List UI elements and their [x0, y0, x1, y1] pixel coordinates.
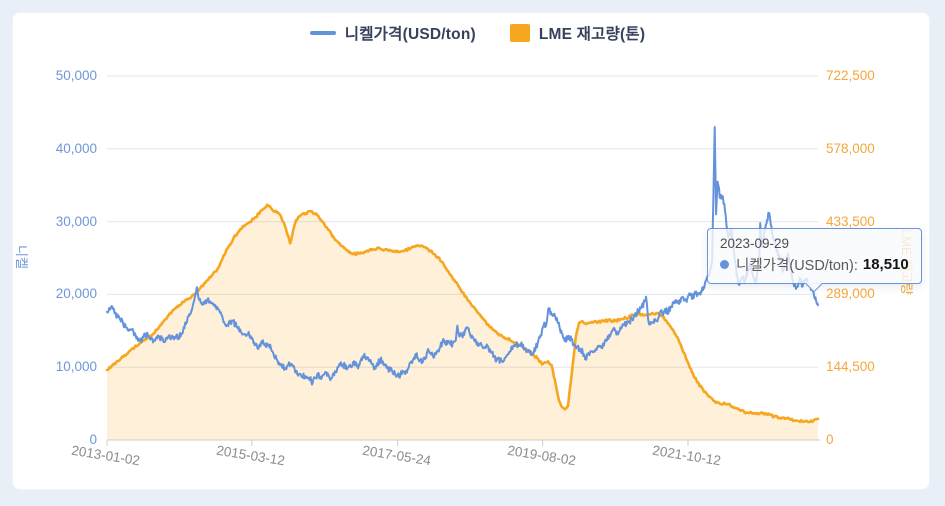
lme-stock-area: [107, 204, 818, 440]
y-axis-left-tick-label: 10,000: [55, 359, 97, 374]
legend-label-nickel-price: 니켈가격(USD/ton): [344, 26, 476, 43]
y-axis-left-tick-label: 0: [89, 432, 97, 447]
legend-label-lme-stock: LME 재고량(톤): [538, 26, 646, 43]
lme-stock-line: [105, 203, 820, 424]
tooltip-series-dot-icon: [720, 260, 729, 269]
tooltip-value: 18,510: [862, 256, 909, 273]
y-axis-left-title: 니켈: [14, 245, 29, 269]
legend-item-nickel-price[interactable]: 니켈가격(USD/ton): [309, 22, 476, 44]
tooltip: 2023-09-29 니켈가격(USD/ton): 18,510: [707, 228, 922, 292]
y-axis-right-tick-label: 289,000: [826, 286, 875, 301]
tooltip-series-label: 니켈가격(USD/ton):: [736, 258, 858, 274]
tooltip-date: 2023-09-29: [720, 236, 790, 251]
y-axis-right-tick-label: 578,000: [826, 141, 875, 156]
legend: 니켈가격(USD/ton) LME 재고량(톤): [0, 22, 945, 44]
y-axis-left-tick-label: 20,000: [55, 286, 97, 301]
legend-item-lme-stock[interactable]: LME 재고량(톤): [509, 22, 646, 44]
y-axis-right-tick-label: 0: [826, 432, 834, 447]
y-axis-right-tick-label: 722,500: [826, 68, 875, 83]
y-axis-left-tick-label: 30,000: [55, 214, 97, 229]
y-axis-left-tick-label: 40,000: [55, 141, 97, 156]
y-axis-right-tick-label: 144,500: [826, 359, 875, 374]
line-series-marker-icon: [309, 31, 336, 35]
nickel-price-line: [106, 126, 819, 386]
tooltip-series-row: 니켈가격(USD/ton): 18,510: [720, 254, 909, 275]
y-axis-left-tick-label: 50,000: [55, 68, 97, 83]
y-axis-right-tick-label: 433,500: [826, 214, 875, 229]
square-series-marker-icon: [509, 24, 530, 42]
